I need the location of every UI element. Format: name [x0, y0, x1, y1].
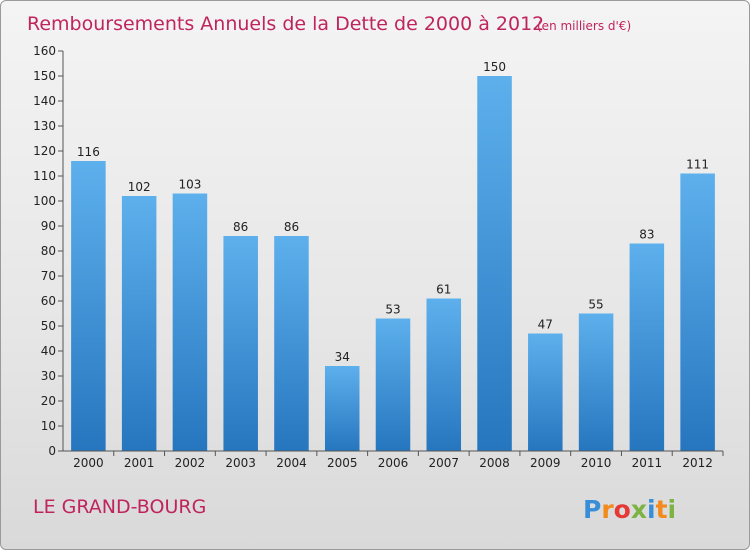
data-label: 83 — [639, 228, 654, 242]
y-tick-label: 160 — [33, 44, 56, 58]
x-tick-label: 2005 — [327, 456, 358, 470]
bar — [223, 236, 258, 451]
x-tick-label: 2002 — [175, 456, 206, 470]
data-label: 86 — [233, 220, 248, 234]
data-label: 111 — [686, 158, 709, 172]
data-label: 61 — [436, 283, 451, 297]
y-tick-label: 10 — [41, 419, 56, 433]
commune-name: LE GRAND-BOURG — [33, 496, 206, 518]
bar — [680, 173, 715, 451]
bar — [477, 76, 512, 451]
y-tick-label: 30 — [41, 369, 56, 383]
y-tick-label: 100 — [33, 194, 56, 208]
logo-letter: i — [668, 495, 677, 524]
bar — [172, 193, 208, 451]
data-label: 103 — [178, 178, 201, 192]
x-tick-label: 2001 — [124, 456, 155, 470]
data-label: 53 — [385, 303, 400, 317]
bar — [71, 161, 106, 451]
x-tick-label: 2000 — [73, 456, 104, 470]
bar — [629, 243, 665, 451]
y-tick-label: 150 — [33, 69, 56, 83]
x-axis: 2000 2001 2002 2003 2004 2005 2006 2007 2008 2009… — [63, 450, 724, 470]
y-tick-label: 140 — [33, 94, 56, 108]
bar — [274, 236, 309, 451]
y-tick-label: 70 — [41, 269, 56, 283]
data-label: 34 — [335, 350, 350, 364]
y-tick-label: 20 — [41, 394, 56, 408]
x-tick-label: 2012 — [682, 456, 713, 470]
logo-letter: r — [601, 495, 614, 524]
logo-letter: x — [631, 495, 647, 524]
x-tick-label: 2008 — [479, 456, 510, 470]
data-label: 116 — [77, 145, 100, 159]
y-tick-label: 40 — [41, 344, 56, 358]
data-label: 102 — [128, 180, 151, 194]
y-tick-label: 0 — [48, 444, 56, 458]
x-tick-label: 2011 — [632, 456, 663, 470]
y-tick-label: 80 — [41, 244, 56, 258]
x-tick-label: 2010 — [581, 456, 612, 470]
x-tick-label: 2004 — [276, 456, 307, 470]
bars: 116 102 103 86 86 34 53 61 150 47 55 83 111 — [71, 60, 715, 451]
chart-title: Remboursements Annuels de la Dette de 20… — [27, 13, 544, 35]
bar — [426, 298, 462, 451]
y-axis: 0 10 20 30 40 50 60 70 80 90 100 110 120 130 140 150 160 — [33, 44, 64, 458]
x-tick-label: 2007 — [428, 456, 459, 470]
logo-letter: P — [583, 495, 601, 524]
data-label: 55 — [588, 298, 603, 312]
x-tick-label: 2009 — [530, 456, 561, 470]
y-tick-label: 110 — [33, 169, 56, 183]
y-tick-label: 90 — [41, 219, 56, 233]
bar — [121, 196, 157, 451]
logo-letter: t — [656, 495, 668, 524]
logo-letter: o — [614, 495, 631, 524]
y-tick-label: 50 — [41, 319, 56, 333]
y-tick-label: 60 — [41, 294, 56, 308]
bar — [528, 333, 563, 451]
data-label: 150 — [483, 60, 506, 74]
bar — [375, 318, 411, 451]
proxiti-logo: Proxiti — [583, 495, 676, 524]
y-tick-label: 130 — [33, 119, 56, 133]
chart-subtitle: (en milliers d'€) — [537, 19, 631, 33]
data-label: 47 — [538, 318, 553, 332]
x-tick-label: 2006 — [378, 456, 409, 470]
bar — [578, 313, 614, 451]
x-tick-label: 2003 — [225, 456, 256, 470]
data-label: 86 — [284, 220, 299, 234]
logo-letter: i — [647, 495, 656, 524]
y-tick-label: 120 — [33, 144, 56, 158]
bar — [324, 366, 360, 451]
